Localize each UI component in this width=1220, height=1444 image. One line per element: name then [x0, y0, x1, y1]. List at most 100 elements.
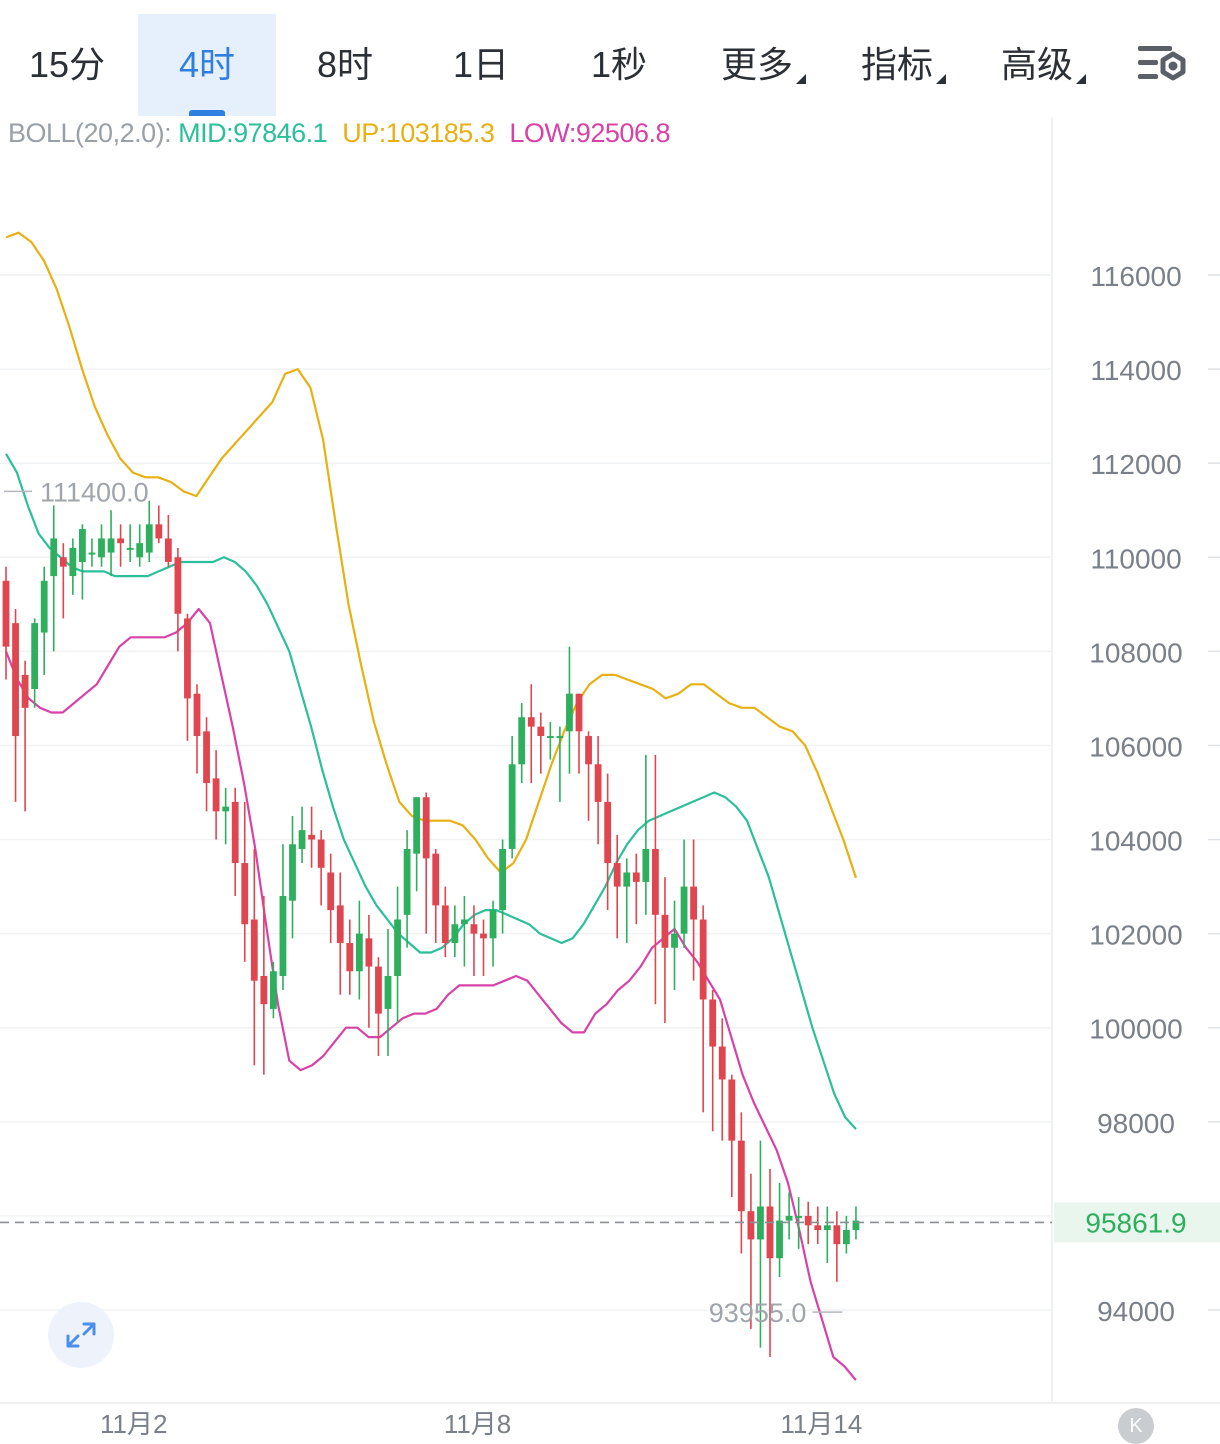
x-tick-label: 11月14 [780, 1409, 862, 1437]
candle-body [79, 529, 86, 562]
candle-body [527, 717, 535, 727]
candle-body [814, 1225, 822, 1231]
candle-body [661, 914, 669, 948]
candle-body [499, 848, 506, 911]
candle-up [279, 844, 287, 991]
candle-down [575, 693, 583, 774]
candle-down [718, 1018, 726, 1141]
boll-low-line [4, 607, 857, 1381]
candle-down [365, 914, 373, 1028]
candle-up [394, 886, 401, 1024]
candle-down [728, 1074, 736, 1198]
tab-8h[interactable]: 8时 [276, 14, 414, 116]
tab-label: 15分 [28, 44, 106, 85]
tab-more[interactable]: 更多 [690, 14, 824, 116]
candle-body [709, 999, 717, 1047]
caret-down-icon [796, 74, 806, 84]
candle-body [12, 623, 19, 737]
candle-body [585, 736, 592, 765]
y-tick-label: 100000 [1089, 1014, 1182, 1045]
tab-1s[interactable]: 1秒 [552, 14, 686, 116]
timeframe-tabs: 15分 4时 8时 1日 1秒 更多 指标 高级 [0, 0, 1220, 116]
caret-down-icon [936, 74, 946, 84]
tab-indicators[interactable]: 指标 [830, 14, 964, 116]
candle-up [88, 538, 96, 567]
candle-body [126, 547, 134, 550]
candle-body [546, 736, 554, 739]
candle-up [107, 510, 115, 577]
high-price-annotation: 111400.0 [40, 477, 149, 507]
candle-body [537, 726, 545, 737]
tab-4h[interactable]: 4时 [138, 14, 276, 116]
candle-up [136, 524, 144, 567]
candle-body [279, 896, 287, 976]
y-tick-label: 106000 [1089, 731, 1182, 762]
candle-body [98, 538, 105, 558]
candle-body [270, 971, 277, 1009]
candle-body [2, 580, 10, 647]
low-price-annotation: 93955.0 [709, 1298, 807, 1328]
candle-body [480, 933, 487, 939]
candle-body [346, 943, 354, 972]
candle-body [336, 905, 344, 944]
candle-body [432, 853, 440, 906]
candle-down [480, 919, 487, 976]
candle-body [680, 886, 688, 934]
candle-down [317, 830, 325, 906]
candle-down [632, 853, 640, 925]
boll-low-value: LOW:92506.8 [509, 118, 670, 148]
candle-body [623, 872, 631, 887]
candle-body [107, 538, 115, 553]
candle-up [270, 961, 277, 1019]
boll-up-value: UP:103185.3 [342, 118, 495, 148]
candle-down [804, 1201, 812, 1245]
candle-up [289, 816, 296, 939]
candle-body [260, 975, 268, 1005]
candle-body [375, 966, 382, 1014]
candle-down [527, 684, 535, 784]
candle-body [785, 1215, 793, 1221]
y-tick-label: 112000 [1090, 449, 1181, 480]
candle-body [632, 872, 640, 882]
tab-1d[interactable]: 1日 [414, 14, 548, 116]
candle-down [59, 543, 67, 619]
candle-body [365, 938, 373, 967]
candle-up [508, 736, 516, 859]
candle-body [451, 924, 459, 944]
boll-legend: BOLL(20,2.0): MID:97846.1 UP:103185.3 LO… [8, 118, 678, 149]
candle-body [575, 693, 583, 732]
x-tick-label: 11月2 [100, 1409, 167, 1437]
y-tick-label: 108000 [1089, 637, 1182, 668]
candle-body [413, 797, 421, 854]
candle-up [566, 646, 573, 774]
bollinger-bands [4, 231, 858, 1381]
candle-down [164, 514, 172, 567]
candle-down [432, 848, 440, 944]
chart-settings-icon[interactable] [1136, 40, 1188, 88]
candle-down [766, 1168, 774, 1358]
candle-body [327, 872, 335, 911]
candle-up [40, 566, 48, 675]
candle-body [766, 1206, 774, 1259]
candle-down [375, 957, 382, 1056]
expand-chart-button[interactable] [48, 1302, 114, 1368]
candle-up [384, 928, 392, 1056]
candlestick-chart[interactable]: 116000 114000 112000 110000 108000 106000 1040… [0, 116, 1220, 1437]
candle-down [174, 547, 182, 652]
candle-body [164, 538, 172, 562]
candle-body [212, 778, 220, 812]
tab-15min[interactable]: 15分 [0, 14, 134, 116]
candle-body [613, 863, 621, 887]
candle-up [776, 1182, 783, 1278]
candle-down [203, 717, 210, 812]
candle-body [833, 1225, 841, 1245]
chart-overlays: 95861.9 111400.0 93955.0 [0, 477, 1220, 1328]
tab-advanced[interactable]: 高级 [970, 14, 1104, 116]
candle-down [241, 801, 249, 962]
candle-up [403, 830, 411, 948]
k-line-button[interactable]: K [1118, 1408, 1154, 1444]
candle-body [604, 801, 612, 864]
candle-body [355, 933, 363, 972]
candle-up [680, 839, 688, 948]
candle-body [403, 848, 411, 915]
